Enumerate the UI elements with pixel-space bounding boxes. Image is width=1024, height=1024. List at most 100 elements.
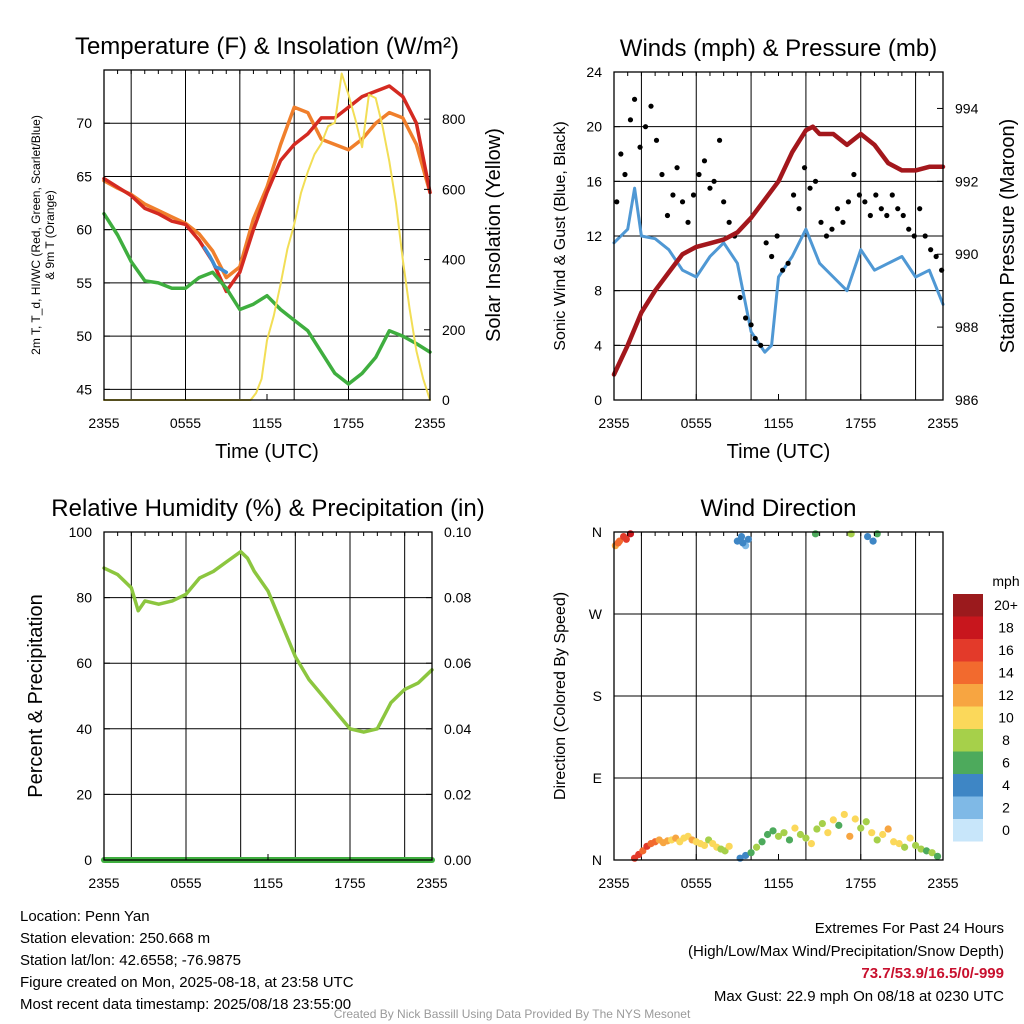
gust-point (748, 322, 754, 328)
gust-point (790, 192, 797, 198)
gust-point (906, 226, 912, 232)
gust-point (763, 240, 769, 246)
direction-point (862, 818, 870, 826)
legend-label: 16 (998, 642, 1014, 658)
x-axis-label: Time (UTC) (727, 441, 831, 463)
direction-point (922, 847, 931, 855)
gust-point (834, 206, 841, 212)
gust-point (758, 342, 764, 348)
speed-legend: mph 20+ 18 16 14 12 10 8 6 4 2 0 (953, 573, 1020, 842)
gust-point (780, 267, 786, 273)
x-tick-label: 1755 (334, 875, 365, 891)
station-latlon: Station lat/lon: 42.6558; -76.9875 (20, 952, 242, 969)
legend-swatch (953, 796, 983, 819)
y2-tick-label: 0.02 (444, 786, 471, 802)
series-wind-line (612, 186, 945, 354)
y-tick-label: S (593, 688, 602, 704)
gust-point (917, 206, 923, 212)
x-axis-ticks: 2355 0555 1155 1755 2355 (88, 70, 446, 431)
y2-axis-label: Solar Insolation (Yellow) (483, 128, 505, 342)
series-rh-line (102, 549, 434, 734)
y-tick-label: 16 (586, 173, 602, 189)
direction-point (739, 539, 747, 547)
series-temp_9m-line (102, 105, 432, 280)
y2-tick-label: 990 (955, 246, 979, 262)
plot-frame (103, 531, 433, 861)
legend-label: 4 (1002, 777, 1010, 793)
direction-point (906, 834, 914, 842)
direction-point (763, 830, 772, 839)
direction-point (824, 829, 832, 837)
y-tick-label: N (592, 852, 602, 868)
direction-point (791, 824, 799, 832)
extremes-values: 73.7/53.9/16.5/0/-999 (861, 965, 1004, 982)
direction-point (873, 836, 881, 844)
gust-point (785, 260, 791, 266)
y-tick-label: 70 (76, 115, 92, 131)
y-tick-label: 80 (76, 590, 92, 606)
y-tick-label: 45 (76, 381, 92, 397)
legend-label: 12 (998, 687, 1014, 703)
y-tick-label: 8 (594, 283, 602, 299)
y-axis-ticks: 0 20 40 60 80 100 (69, 524, 110, 868)
y-tick-label: E (593, 770, 602, 786)
chart-wind: 2355 0555 1155 1755 2355 0 4 8 12 16 20 24 986 988 990… (552, 35, 1019, 463)
direction-point (829, 816, 837, 824)
direction-point (700, 841, 709, 850)
gust-point (818, 219, 824, 225)
y2-axis-ticks: 0.00 0.02 0.04 0.06 0.08 0.10 (426, 524, 471, 868)
y-axis-ticks: 0 4 8 12 16 20 24 (586, 64, 620, 408)
series-insolation-line (103, 72, 431, 401)
x-tick-label: 2355 (88, 415, 119, 431)
x-tick-label: 0555 (170, 415, 201, 431)
y-tick-label: 12 (586, 228, 602, 244)
x-tick-label: 1155 (763, 415, 793, 431)
gust-point (648, 103, 654, 109)
direction-point (725, 842, 733, 850)
y2-tick-label: 800 (442, 111, 466, 127)
gust-point (622, 171, 628, 178)
gust-point (900, 212, 906, 219)
series-temp-line (102, 84, 432, 294)
direction-point (752, 843, 761, 851)
y-axis-ticks: 45 50 55 60 65 70 (76, 115, 110, 397)
legend-label: 10 (998, 710, 1014, 726)
gust-point (933, 253, 939, 260)
y-axis-label: Sonic Wind & Gust (Blue, Black) (552, 121, 569, 350)
gust-point (878, 206, 884, 212)
direction-point (857, 824, 865, 832)
legend-label: 8 (1002, 732, 1010, 748)
y2-tick-label: 0 (442, 392, 450, 408)
legend-swatch (953, 639, 983, 662)
direction-point (737, 532, 746, 541)
y2-tick-label: 992 (955, 173, 979, 189)
gust-point (664, 212, 671, 219)
x-tick-label: 1155 (763, 875, 793, 891)
y-tick-label: 0 (84, 852, 92, 868)
direction-point (622, 535, 630, 543)
legend-swatch (953, 616, 983, 639)
y-tick-label: 0 (594, 392, 602, 408)
direction-point (869, 537, 877, 545)
gust-point (928, 247, 934, 253)
x-tick-label: 2355 (598, 415, 629, 431)
gust-point (653, 137, 660, 143)
legend-swatch (953, 729, 983, 752)
x-axis-ticks: 2355 0555 1155 1755 2355 (598, 72, 959, 431)
direction-point (846, 832, 854, 840)
gust-point (922, 233, 928, 239)
gust-point (674, 165, 680, 171)
gust-point (774, 233, 780, 239)
x-tick-label: 1155 (253, 875, 283, 891)
y-tick-label: 60 (76, 655, 92, 671)
gust-point (807, 185, 813, 191)
direction-point (901, 843, 909, 851)
grid-vertical (130, 532, 406, 860)
direction-point (895, 840, 903, 848)
gust-point (618, 151, 624, 157)
extremes-title: Extremes For Past 24 Hours (814, 920, 1004, 937)
y2-tick-label: 0.00 (444, 852, 471, 868)
gust-point (737, 294, 743, 301)
series-heat_index-line (202, 246, 229, 275)
